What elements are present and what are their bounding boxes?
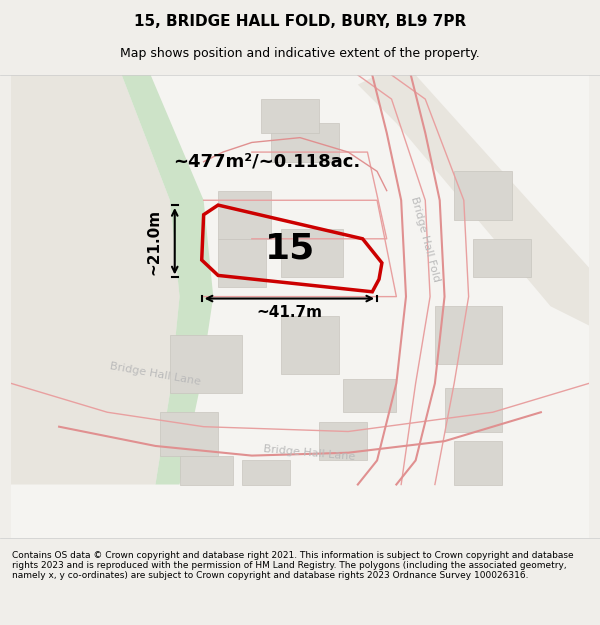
Polygon shape — [242, 461, 290, 484]
Text: ~21.0m: ~21.0m — [146, 209, 161, 275]
Polygon shape — [179, 456, 233, 484]
Polygon shape — [343, 379, 397, 412]
Text: Contains OS data © Crown copyright and database right 2021. This information is : Contains OS data © Crown copyright and d… — [12, 551, 574, 581]
Polygon shape — [218, 239, 266, 287]
Polygon shape — [170, 335, 242, 393]
Polygon shape — [319, 422, 367, 461]
Polygon shape — [271, 123, 338, 162]
Polygon shape — [117, 75, 213, 484]
Text: Bridge Hall Lane: Bridge Hall Lane — [263, 444, 356, 462]
Polygon shape — [218, 191, 271, 239]
Text: ~41.7m: ~41.7m — [256, 304, 322, 319]
Polygon shape — [281, 229, 343, 278]
Text: 15, BRIDGE HALL FOLD, BURY, BL9 7PR: 15, BRIDGE HALL FOLD, BURY, BL9 7PR — [134, 14, 466, 29]
Text: Map shows position and indicative extent of the property.: Map shows position and indicative extent… — [120, 48, 480, 61]
Polygon shape — [435, 306, 502, 364]
Polygon shape — [445, 388, 502, 431]
Polygon shape — [454, 441, 502, 484]
Polygon shape — [160, 412, 218, 456]
Text: Bridge Hall Lane: Bridge Hall Lane — [109, 361, 202, 387]
Text: Bridge Hall Fold: Bridge Hall Fold — [409, 195, 442, 282]
Polygon shape — [473, 239, 531, 278]
Polygon shape — [262, 99, 319, 132]
Text: ~477m²/~0.118ac.: ~477m²/~0.118ac. — [173, 152, 360, 171]
Polygon shape — [454, 171, 512, 219]
Polygon shape — [281, 316, 338, 374]
Text: 15: 15 — [265, 231, 316, 266]
Polygon shape — [11, 75, 179, 484]
Polygon shape — [358, 75, 589, 326]
